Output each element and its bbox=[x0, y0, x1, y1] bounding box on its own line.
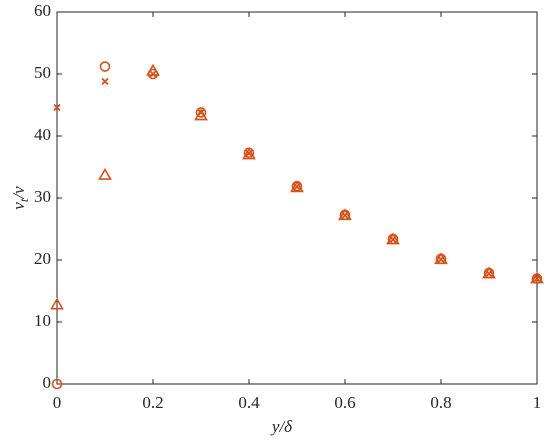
x-axis-label: y/δ bbox=[270, 417, 293, 436]
y-tick-label: 60 bbox=[34, 1, 51, 20]
triangle-point bbox=[386, 232, 400, 245]
x-tick-label: 0.2 bbox=[142, 393, 163, 412]
x-tick-label: 0.6 bbox=[334, 393, 355, 412]
x-tick-label: 0 bbox=[53, 393, 62, 412]
y-label-part: ν bbox=[9, 202, 28, 210]
plot-frame bbox=[56, 11, 538, 385]
y-tick-label: 30 bbox=[34, 187, 51, 206]
cross-point bbox=[53, 103, 61, 112]
y-tick-label: 0 bbox=[43, 373, 52, 392]
x-label-part: /δ bbox=[278, 417, 293, 436]
triangle-point bbox=[242, 147, 256, 160]
x-tick-label: 1 bbox=[533, 393, 542, 412]
triangle-point bbox=[290, 180, 304, 193]
y-axis-label: νt/ν bbox=[9, 186, 31, 210]
circle-point bbox=[51, 378, 63, 390]
triangle-point bbox=[146, 63, 160, 76]
cross-point bbox=[149, 70, 157, 78]
triangle-point bbox=[482, 266, 496, 279]
triangle-point bbox=[530, 271, 544, 284]
y-label-part: /ν bbox=[9, 186, 28, 200]
x-tick-label: 0.8 bbox=[430, 393, 451, 412]
x-label-part: y bbox=[270, 417, 280, 436]
cross-point bbox=[101, 77, 109, 86]
x-tick-label: 0.4 bbox=[238, 393, 260, 412]
circle-point bbox=[195, 107, 207, 118]
y-tick-label: 50 bbox=[34, 63, 51, 82]
y-tick-label: 40 bbox=[34, 125, 51, 144]
y-label-sub: t bbox=[16, 198, 31, 202]
triangle-point bbox=[50, 297, 64, 310]
y-tick-label: 10 bbox=[34, 311, 51, 330]
triangle-point bbox=[194, 108, 208, 121]
triangle-point bbox=[338, 208, 352, 221]
y-tick-label: 20 bbox=[34, 249, 51, 268]
triangle-point bbox=[98, 167, 112, 180]
triangle-point bbox=[434, 252, 448, 265]
circle-point bbox=[99, 61, 111, 72]
